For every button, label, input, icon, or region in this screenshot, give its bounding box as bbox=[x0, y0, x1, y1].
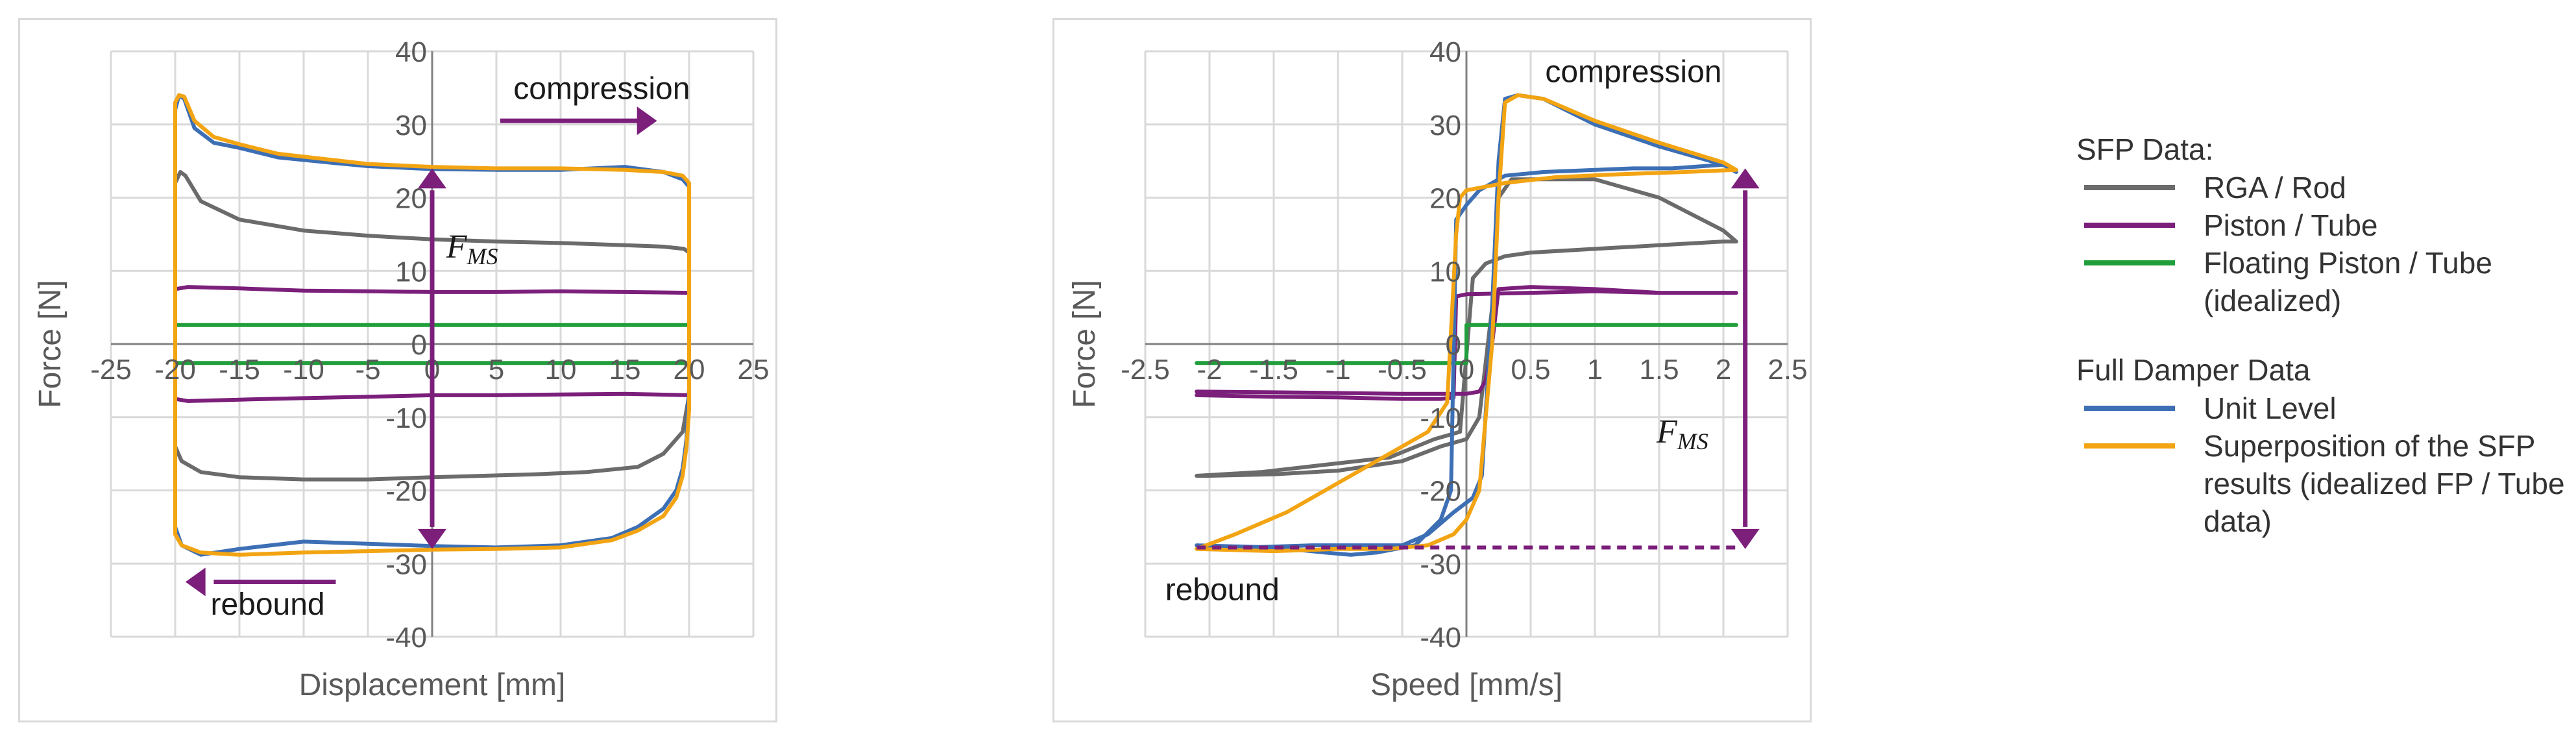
chart-panel-speed: -2.5 -2 -1.5 -1 -0.5 0 0.5 1 1.5 2 2.5 -40 -30 -20 -10… bbox=[1052, 18, 1812, 722]
legend-item: Unit Level bbox=[2076, 389, 2570, 427]
fms-label: FMS bbox=[446, 228, 498, 269]
legend-swatch bbox=[2084, 223, 2175, 228]
y-tick-label: -30 bbox=[1420, 548, 1461, 580]
x-tick-label: -15 bbox=[219, 354, 260, 386]
x-tick-label: -2 bbox=[1197, 354, 1222, 386]
x-tick-label: 2.5 bbox=[1768, 354, 1807, 386]
y-tick-label: 10 bbox=[395, 256, 427, 288]
x-tick-label: -20 bbox=[154, 354, 196, 386]
y-tick-label: 10 bbox=[1429, 256, 1461, 288]
fms-arrowhead-top bbox=[418, 168, 446, 189]
legend: SFP Data: RGA / Rod Piston / Tube Floating… bbox=[2076, 130, 2570, 540]
x-axis-title: Speed [mm/s] bbox=[1370, 668, 1562, 702]
x-tick-label: 20 bbox=[674, 354, 705, 386]
y-tick-label: -30 bbox=[385, 548, 427, 580]
y-tick-label: -20 bbox=[385, 476, 427, 508]
x-axis-title: Displacement [mm] bbox=[299, 668, 566, 702]
legend-item: Superposition of the SFP results (ideali… bbox=[2076, 427, 2570, 540]
x-tick-label: -10 bbox=[283, 354, 324, 386]
x-tick-label: 1.5 bbox=[1639, 354, 1679, 386]
legend-sfp-title: SFP Data: bbox=[2076, 132, 2214, 166]
x-tick-label: 10 bbox=[545, 354, 577, 386]
y-axis-title: Force [N] bbox=[33, 280, 67, 408]
y-tick-label: 30 bbox=[395, 110, 427, 142]
x-tick-label: 25 bbox=[738, 354, 770, 386]
legend-swatch bbox=[2084, 443, 2175, 449]
rebound-label: rebound bbox=[210, 587, 324, 622]
legend-label: Unit Level bbox=[2204, 391, 2337, 425]
y-tick-label: -10 bbox=[385, 402, 427, 434]
y-tick-label: 40 bbox=[1429, 36, 1461, 68]
legend-label: Superposition of the SFP results (ideali… bbox=[2204, 429, 2565, 538]
series-line-piston_tube bbox=[1195, 285, 1738, 401]
y-tick-label: -20 bbox=[1420, 476, 1461, 508]
legend-label: Floating Piston / Tube (idealized) bbox=[2204, 246, 2492, 317]
series-line-unit_level bbox=[1195, 93, 1738, 557]
x-tick-label: -5 bbox=[355, 354, 380, 386]
legend-swatch bbox=[2084, 185, 2175, 190]
fms-arrowhead-bottom bbox=[1731, 528, 1760, 549]
chart-panel-displacement: -25-20-15-10-50510152025-40-30-20-100102… bbox=[18, 18, 777, 722]
legend-full-list: Unit Level Superposition of the SFP resul… bbox=[2076, 389, 2570, 540]
x-tick-label: 0 bbox=[1459, 354, 1474, 386]
y-tick-label: -40 bbox=[1420, 622, 1461, 654]
rebound-label: rebound bbox=[1165, 573, 1280, 608]
rebound-arrowhead bbox=[185, 567, 206, 597]
x-tick-label: -0.5 bbox=[1378, 354, 1427, 386]
series-line-rga_rod bbox=[1195, 177, 1738, 478]
x-tick-label: 5 bbox=[489, 354, 504, 386]
legend-label: Piston / Tube bbox=[2204, 208, 2378, 242]
y-tick-label: -40 bbox=[385, 622, 427, 654]
x-tick-label: 0.5 bbox=[1511, 354, 1550, 386]
compression-label: compression bbox=[1545, 55, 1721, 89]
legend-item: RGA / Rod bbox=[2076, 169, 2570, 206]
legend-item: Piston / Tube bbox=[2076, 206, 2570, 244]
y-tick-label: 20 bbox=[1429, 183, 1461, 215]
legend-swatch bbox=[2084, 260, 2175, 265]
compression-arrowhead bbox=[637, 106, 657, 136]
y-tick-label: -10 bbox=[1420, 402, 1461, 434]
series-line-superposition bbox=[173, 93, 691, 557]
y-tick-label: 40 bbox=[395, 36, 427, 68]
x-tick-label: 15 bbox=[609, 354, 641, 386]
y-axis-title: Force [N] bbox=[1067, 280, 1102, 408]
displacement-force-chart: -25-20-15-10-50510152025-40-30-20-100102… bbox=[33, 36, 770, 702]
x-tick-label: 1 bbox=[1587, 354, 1603, 386]
legend-sfp-list: RGA / Rod Piston / Tube Floating Piston / … bbox=[2076, 169, 2570, 319]
legend-swatch bbox=[2084, 406, 2175, 411]
y-tick-label: 0 bbox=[1446, 329, 1461, 361]
fms-arrowhead-bottom bbox=[418, 528, 446, 549]
y-tick-label: 0 bbox=[411, 329, 427, 361]
fms-label: FMS bbox=[1656, 413, 1708, 454]
compression-label: compression bbox=[513, 71, 690, 106]
series-line-superposition bbox=[1195, 93, 1738, 554]
legend-full-title: Full Damper Data bbox=[2076, 353, 2311, 387]
x-tick-label: 2 bbox=[1716, 354, 1731, 386]
x-tick-label: -2.5 bbox=[1121, 354, 1170, 386]
y-tick-label: 30 bbox=[1429, 110, 1461, 142]
legend-item: Floating Piston / Tube (idealized) bbox=[2076, 244, 2570, 319]
series-line-floating_piston bbox=[1195, 323, 1738, 365]
x-tick-label: -1.5 bbox=[1249, 354, 1298, 386]
x-tick-label: -25 bbox=[90, 354, 132, 386]
x-tick-label: -1 bbox=[1325, 354, 1350, 386]
legend-label: RGA / Rod bbox=[2204, 171, 2346, 204]
speed-force-chart: -2.5 -2 -1.5 -1 -0.5 0 0.5 1 1.5 2 2.5 -40 -30 -20 -10… bbox=[1067, 36, 1808, 702]
fms-arrowhead-top bbox=[1731, 168, 1760, 189]
